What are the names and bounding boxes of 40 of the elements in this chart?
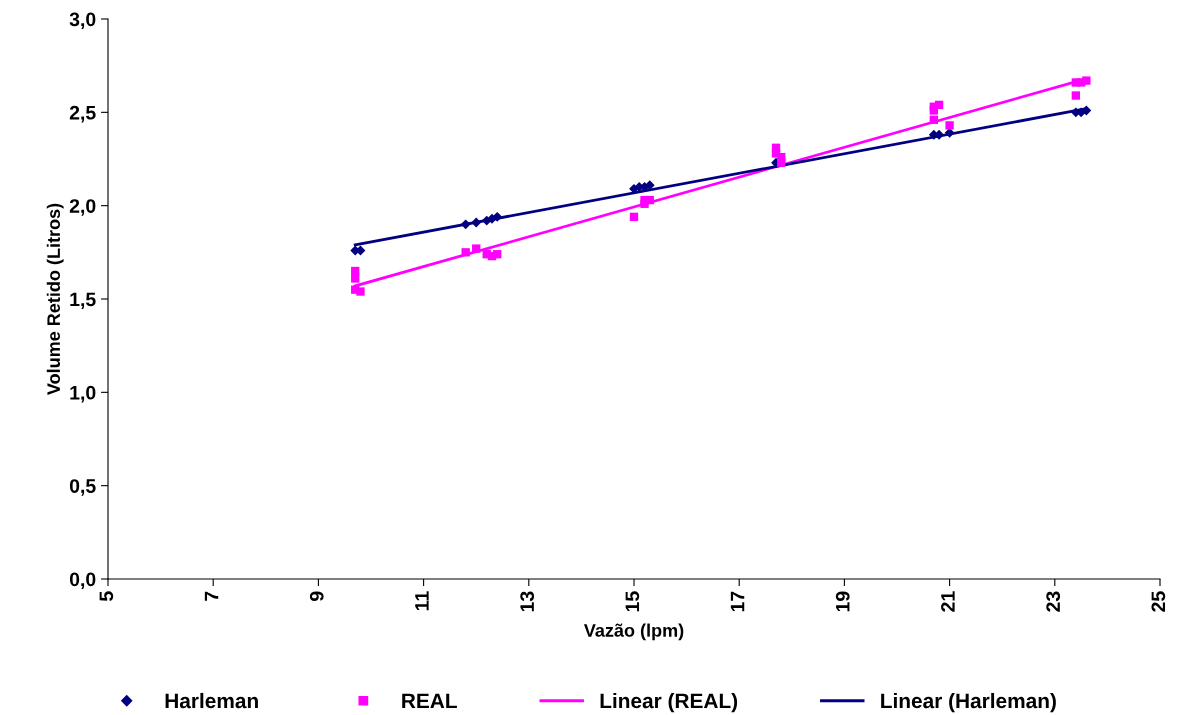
x-tick-label: 11 <box>415 591 429 611</box>
point <box>492 211 503 222</box>
y-tick-label: 0,5 <box>69 479 96 496</box>
legend-label: Harleman <box>165 692 258 709</box>
y-tick-label: 2,0 <box>69 199 96 216</box>
legend-label: REAL <box>402 693 457 709</box>
point <box>356 287 365 296</box>
point <box>777 158 786 167</box>
point <box>1082 76 1091 85</box>
x-tick-label: 5 <box>99 591 114 602</box>
y-tick-label: 1,0 <box>70 385 96 403</box>
x-tick-label: 9 <box>309 591 324 601</box>
y-tick-label: 2,5 <box>69 105 96 123</box>
x-tick-label: 23 <box>1046 591 1061 612</box>
x-tick-label: 15 <box>625 591 640 612</box>
x-tick-label: 19 <box>835 591 850 612</box>
x-tick-label: 7 <box>204 591 219 601</box>
x-tick-label: 13 <box>520 591 535 612</box>
x-tick-label: 25 <box>1151 591 1166 612</box>
y-tick-label: 3,0 <box>69 12 96 30</box>
point <box>471 217 482 228</box>
x-tick-label: 17 <box>730 591 745 612</box>
legend-label: Linear (Harleman) <box>881 692 1056 713</box>
point <box>472 244 481 253</box>
x-tick-label: 21 <box>941 591 955 612</box>
point <box>929 115 938 124</box>
y-axis-title: Volume Retido (Litros) <box>46 203 64 395</box>
point <box>645 195 654 205</box>
y-tick-label: 1,5 <box>70 292 96 310</box>
point <box>934 100 944 110</box>
point <box>945 121 954 130</box>
point <box>461 248 470 257</box>
y-tick-label: 0,0 <box>69 572 96 590</box>
x-axis-title: Vazão (lpm) <box>583 623 684 641</box>
point <box>629 212 639 222</box>
point <box>493 250 502 259</box>
point <box>351 274 360 283</box>
point <box>1071 91 1081 100</box>
legend-label: Linear (REAL) <box>600 692 738 713</box>
point <box>460 219 471 230</box>
